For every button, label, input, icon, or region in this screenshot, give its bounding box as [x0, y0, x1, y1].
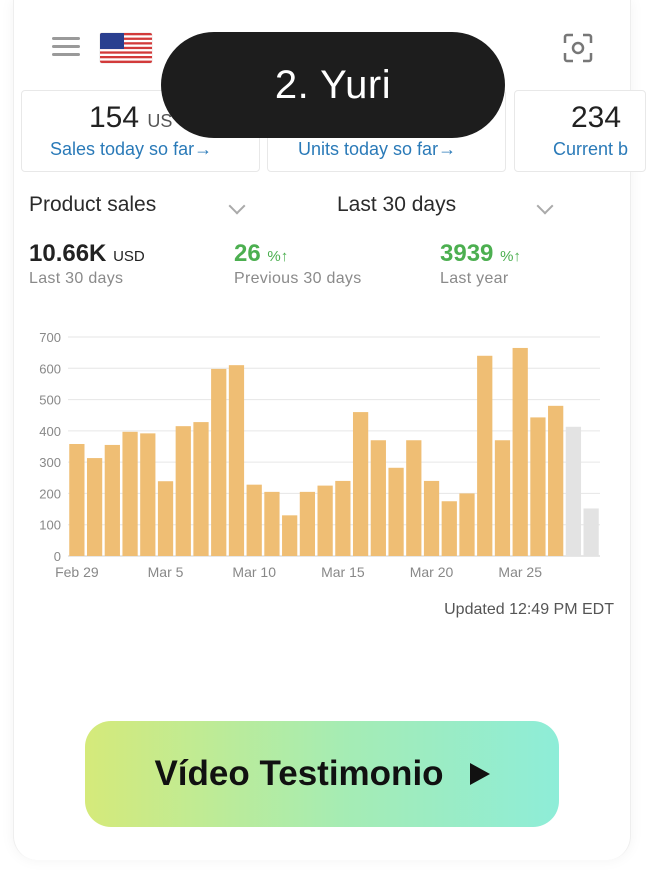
bar: [211, 368, 227, 556]
bar: [299, 491, 316, 556]
sales-bar-chart: 0 100 200 300 400 500 600 700 Feb 29 Mar 5 Mar 10 M…: [39, 330, 600, 580]
play-icon: [469, 763, 490, 785]
bar: [548, 405, 564, 556]
phone-screen: 2. Yuri 154 US Sales today so far→ Units…: [13, 0, 646, 860]
current-link[interactable]: Current b: [553, 139, 629, 159]
chevron-down-icon[interactable]: [536, 197, 554, 215]
bar: [282, 515, 298, 556]
bar: [264, 491, 280, 556]
metric-total-label: Last 30 days: [29, 270, 124, 287]
cta-label: Vídeo Testimonio: [154, 754, 444, 793]
bar: [228, 365, 245, 556]
y-tick-label: 0: [54, 549, 61, 564]
x-tick-label: Feb 29: [55, 564, 99, 580]
bar: [122, 431, 138, 556]
bar: [104, 444, 120, 556]
bar: [423, 480, 440, 556]
us-flag-icon[interactable]: [100, 33, 152, 63]
y-tick-label: 300: [39, 455, 61, 470]
y-tick-label: 700: [39, 330, 61, 345]
card-current[interactable]: 234 Current b: [514, 90, 646, 172]
range-selector[interactable]: Last 30 days: [337, 193, 457, 216]
bar: [193, 422, 209, 556]
bar: [565, 426, 582, 556]
bar: [140, 433, 156, 556]
units-today-link[interactable]: Units today so far→: [298, 139, 457, 159]
card-value: 154 US: [89, 101, 173, 134]
bar: [477, 355, 493, 556]
bar: [512, 347, 528, 556]
bar: [335, 480, 351, 556]
metric-selector[interactable]: Product sales: [29, 193, 157, 216]
y-tick-label: 600: [39, 361, 61, 376]
sales-today-link[interactable]: Sales today so far→: [50, 139, 213, 159]
y-tick-label: 100: [39, 518, 61, 533]
y-tick-label: 400: [39, 424, 61, 439]
x-tick-label: Mar 5: [148, 564, 184, 580]
x-tick-label: Mar 10: [232, 564, 276, 580]
hamburger-icon[interactable]: [52, 37, 80, 57]
metric-prev-label: Previous 30 days: [234, 270, 362, 287]
bar: [86, 458, 103, 556]
scan-icon[interactable]: [562, 32, 594, 64]
y-tick-label: 500: [39, 393, 61, 408]
metric-prev: 26 %↑: [234, 240, 289, 267]
bar: [157, 481, 174, 556]
overlay-title-pill: 2. Yuri: [161, 32, 505, 138]
bar: [441, 501, 457, 556]
bar: [406, 440, 422, 556]
card-value: 234: [571, 101, 622, 134]
bar: [175, 426, 191, 556]
y-tick-label: 200: [39, 486, 61, 501]
x-tick-label: Mar 20: [410, 564, 454, 580]
bar: [69, 443, 85, 556]
video-testimonial-button[interactable]: Vídeo Testimonio: [85, 721, 559, 827]
bar: [583, 508, 599, 556]
metric-year-label: Last year: [440, 270, 509, 287]
bar: [317, 485, 333, 556]
bar: [530, 417, 546, 556]
updated-timestamp: Updated 12:49 PM EDT: [444, 601, 614, 618]
bar: [459, 493, 475, 556]
bar: [352, 412, 369, 556]
bar: [388, 467, 404, 556]
x-tick-label: Mar 15: [321, 564, 365, 580]
metric-year: 3939 %↑: [440, 240, 521, 267]
bar: [494, 440, 511, 556]
bar: [370, 440, 386, 556]
chevron-down-icon[interactable]: [228, 197, 246, 215]
metric-total: 10.66K USD: [29, 240, 145, 267]
x-tick-label: Mar 25: [498, 564, 542, 580]
top-bar: [14, 0, 630, 80]
card-sales-today[interactable]: 154 US Sales today so far→: [21, 90, 260, 172]
bar: [246, 484, 262, 556]
